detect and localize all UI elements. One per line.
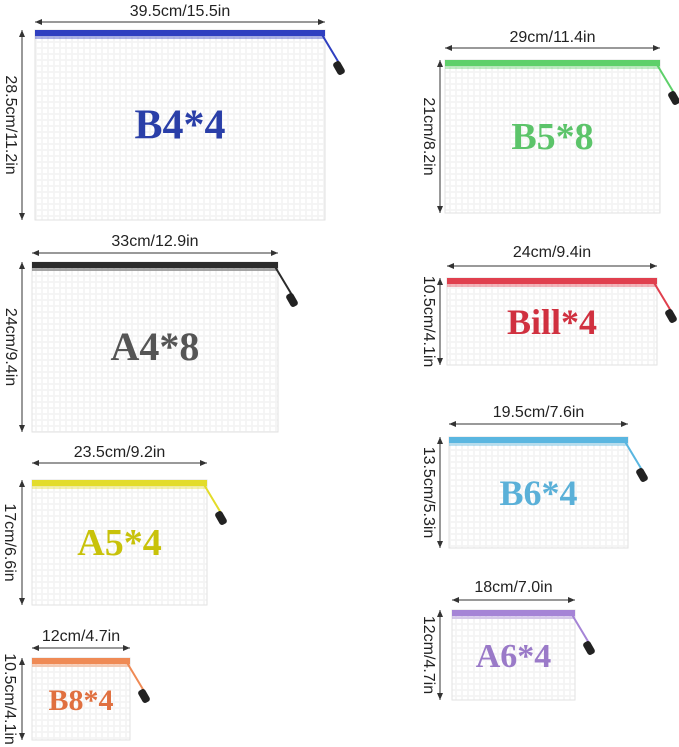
width-label: 18cm/7.0in — [474, 579, 552, 596]
zipper-pull — [333, 61, 345, 75]
bag-body — [451, 609, 576, 701]
height-label: 17cm/6.6in — [1, 503, 18, 581]
zipper — [32, 658, 130, 664]
zipper-cord — [125, 660, 145, 692]
height-label: 13.5cm/5.3in — [420, 447, 437, 539]
bag: A4*8 33cm/12.9in 24cm/9.4in — [2, 233, 298, 433]
zipper-pull — [286, 293, 298, 307]
bag-label: B5*8 — [511, 116, 593, 158]
zipper-cord — [273, 264, 293, 296]
zipper — [449, 437, 628, 443]
zipper-pull — [215, 511, 227, 525]
width-label: 19.5cm/7.6in — [493, 404, 585, 421]
zipper — [32, 262, 278, 268]
width-label: 39.5cm/15.5in — [130, 3, 231, 20]
zipper-cord — [570, 612, 590, 644]
bag: B8*4 12cm/4.7in 10.5cm/4.1in — [1, 628, 150, 745]
zipper-pull — [636, 468, 648, 482]
zipper-stripe — [32, 664, 130, 667]
height-label: 24cm/9.4in — [2, 308, 19, 386]
width-label: 24cm/9.4in — [513, 244, 591, 261]
bag: B6*4 19.5cm/7.6in 13.5cm/5.3in — [420, 404, 648, 549]
zipper-stripe — [452, 616, 575, 619]
zipper-pull — [583, 641, 595, 655]
height-label: 28.5cm/11.2in — [2, 75, 19, 174]
width-label: 29cm/11.4in — [510, 29, 596, 46]
width-label: 23.5cm/9.2in — [74, 444, 166, 461]
height-label: 10.5cm/4.1in — [420, 276, 437, 368]
zipper-cord — [320, 32, 340, 64]
zipper-cord — [202, 482, 222, 514]
bag-body — [448, 436, 629, 549]
zipper-cord — [623, 439, 643, 471]
zipper-pull — [138, 689, 150, 703]
height-label: 10.5cm/4.1in — [1, 653, 18, 745]
bag: A5*4 23.5cm/9.2in 17cm/6.6in — [1, 444, 227, 606]
zipper-stripe — [447, 284, 657, 287]
bag-label: B4*4 — [134, 103, 225, 149]
height-label: 12cm/4.7in — [420, 616, 437, 694]
bag-body — [444, 59, 661, 214]
zipper-stripe — [35, 36, 325, 39]
zipper — [32, 480, 207, 486]
zipper — [445, 60, 660, 66]
zipper-stripe — [449, 443, 628, 446]
bag-body — [446, 277, 658, 366]
bag-body — [34, 29, 326, 221]
bag-label: A4*8 — [111, 324, 200, 369]
zipper-stripe — [445, 66, 660, 69]
zipper-stripe — [32, 268, 278, 271]
width-label: 12cm/4.7in — [42, 628, 120, 645]
bag-label: A5*4 — [77, 522, 161, 564]
bag-body — [31, 479, 208, 606]
zipper-cord — [655, 62, 675, 94]
zipper — [35, 30, 325, 36]
zipper-cord — [652, 280, 672, 312]
bag-label: B8*4 — [48, 684, 113, 717]
bag-body — [31, 657, 131, 741]
bag: A6*4 18cm/7.0in 12cm/4.7in — [420, 579, 595, 701]
bag-label: B6*4 — [499, 473, 577, 513]
zipper-stripe — [32, 486, 207, 489]
zipper — [452, 610, 575, 616]
height-label: 21cm/8.2in — [420, 97, 437, 175]
width-label: 33cm/12.9in — [111, 233, 198, 250]
zipper-pull — [668, 91, 679, 105]
bag: Bill*4 24cm/9.4in 10.5cm/4.1in — [420, 244, 677, 368]
zipper — [447, 278, 657, 284]
bag-label: Bill*4 — [507, 302, 597, 342]
bag: B5*8 29cm/11.4in 21cm/8.2in — [420, 29, 679, 214]
zipper-pull — [665, 309, 677, 323]
bag-label: A6*4 — [476, 638, 552, 675]
bag: B4*4 39.5cm/15.5in 28.5cm/11.2in — [2, 3, 345, 221]
